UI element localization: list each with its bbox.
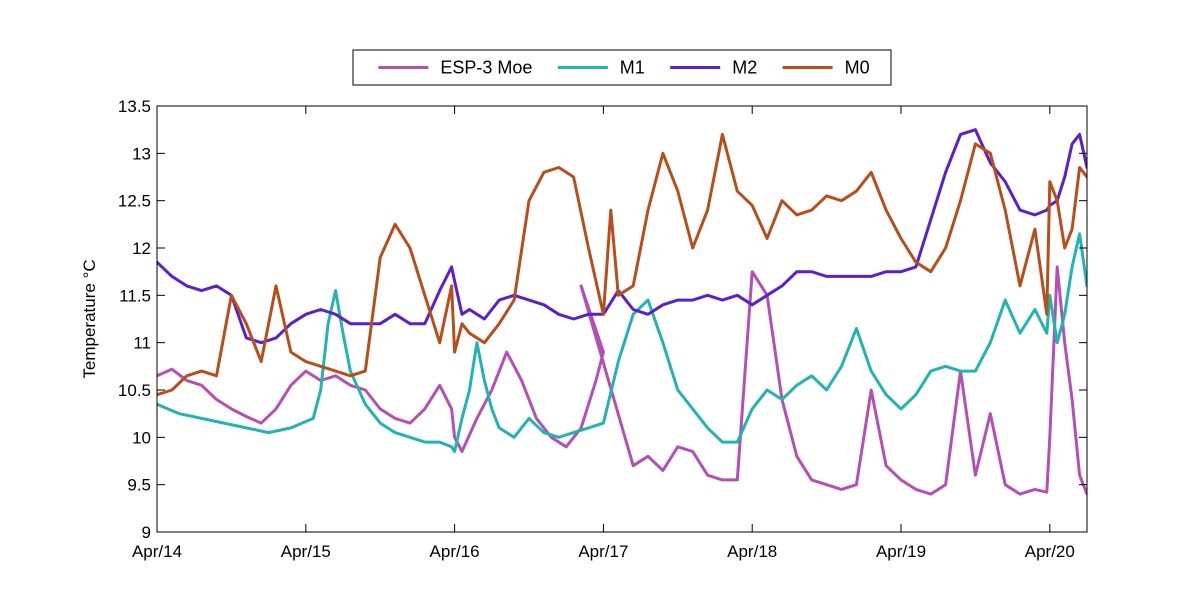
legend-label-esp-3-moe: ESP-3 Moe [440, 58, 532, 78]
legend-label-m1: M1 [620, 58, 645, 78]
legend-box [352, 49, 892, 86]
legend-label-m2: M2 [732, 58, 757, 78]
y-tick-label: 10 [132, 428, 151, 447]
y-tick-label: 11.5 [119, 286, 151, 305]
x-tick-label: Apr/18 [727, 542, 777, 561]
y-tick-label: 13.5 [118, 97, 151, 116]
series-line-m1 [157, 232, 1087, 453]
x-tick-label: Apr/19 [876, 542, 926, 561]
x-tick-label: Apr/16 [430, 542, 480, 561]
x-tick-label: Apr/17 [578, 542, 628, 561]
plot-area [157, 128, 1087, 496]
y-tick-label: 10.5 [118, 381, 151, 400]
y-axis-title: Temperature °C [80, 259, 99, 378]
y-tick-label: 11 [133, 334, 151, 353]
legend: ESP-3 Moe M1 M2 M0 [352, 49, 892, 86]
y-tick-label: 9 [142, 523, 151, 542]
x-tick-label: Apr/15 [281, 542, 331, 561]
series-line-m2 [157, 128, 1087, 345]
x-tick-label: Apr/20 [1025, 542, 1075, 561]
x-tick-label: Apr/14 [132, 542, 182, 561]
y-tick-label: 12.5 [118, 192, 151, 211]
y-tick-label: 9.5 [127, 476, 151, 495]
series-line-esp-3-moe [157, 265, 1087, 496]
axes: 9 9.5 10 10.5 11 11.5 12 12.5 13 13.5 Apr/14 Apr/15… [80, 97, 1088, 561]
axes-frame [156, 105, 1088, 533]
y-tick-label: 13 [132, 144, 151, 163]
legend-label-m0: M0 [845, 58, 870, 78]
series-line-m0 [157, 132, 1087, 397]
y-tick-label: 12 [132, 239, 151, 258]
